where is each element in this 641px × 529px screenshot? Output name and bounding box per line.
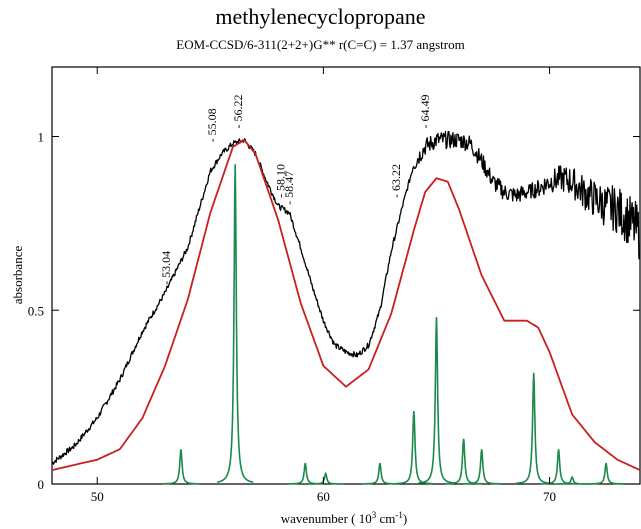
chart-subtitle: EOM-CCSD/6-311(2+2+)G** r(C=C) = 1.37 an… — [176, 37, 465, 52]
peak-annotation-label: - 64.49 — [418, 95, 432, 129]
peak-annotation-label: - 58.10 — [273, 164, 287, 198]
x-axis-label-unit: cm — [376, 511, 395, 526]
stick-peak — [540, 449, 577, 485]
computed-envelope-line — [51, 139, 641, 471]
x-axis-label-sup-3: 3 — [372, 510, 377, 520]
plot-border — [51, 66, 641, 485]
stick-peak — [418, 317, 455, 484]
chart-title: methylenecyclopropane — [215, 4, 426, 29]
x-tick-label: 60 — [317, 489, 330, 504]
peak-annotation-label: - 58.47 — [282, 171, 296, 205]
peak-annotation-label: - 63.22 — [389, 164, 403, 198]
stick-peak — [445, 438, 482, 485]
x-axis-label-close: ) — [403, 511, 407, 526]
plot-frame — [51, 66, 641, 485]
stick-peak — [287, 462, 324, 485]
x-axis-label: wavenumber ( 103 cm-1) — [281, 510, 407, 526]
y-tick-label: 0.5 — [28, 303, 44, 318]
peak-annotation-label: - 56.22 — [231, 95, 245, 129]
series-layer — [51, 130, 641, 485]
x-axis-label-main: wavenumber ( 10 — [281, 511, 372, 526]
stick-peak — [361, 462, 398, 485]
experimental-spectrum-line — [51, 130, 641, 465]
annotation-layer: - 53.04 - 55.08 - 56.22 - 58.10- 58.47 - 63.… — [159, 95, 432, 285]
stick-peak — [307, 471, 344, 485]
y-tick-label: 1 — [38, 130, 45, 145]
peak-annotation-label: - 55.08 — [205, 108, 219, 142]
y-axis-label: absorbance — [10, 246, 25, 305]
stick-peak — [395, 410, 432, 485]
stick-peak — [588, 462, 625, 485]
tick-layer: 50 60 70 0 0.5 1 — [28, 67, 640, 504]
y-tick-label: 0 — [38, 477, 45, 492]
x-axis-label-sup-minus1: -1 — [395, 510, 403, 520]
stick-peak — [515, 372, 552, 485]
stick-peak — [216, 164, 254, 483]
stick-peak — [463, 449, 500, 485]
x-tick-label: 50 — [91, 489, 104, 504]
stick-peak — [162, 449, 199, 485]
stick-peak — [554, 475, 591, 485]
x-tick-label: 70 — [543, 489, 556, 504]
peak-annotation-label: - 53.04 — [159, 251, 173, 285]
